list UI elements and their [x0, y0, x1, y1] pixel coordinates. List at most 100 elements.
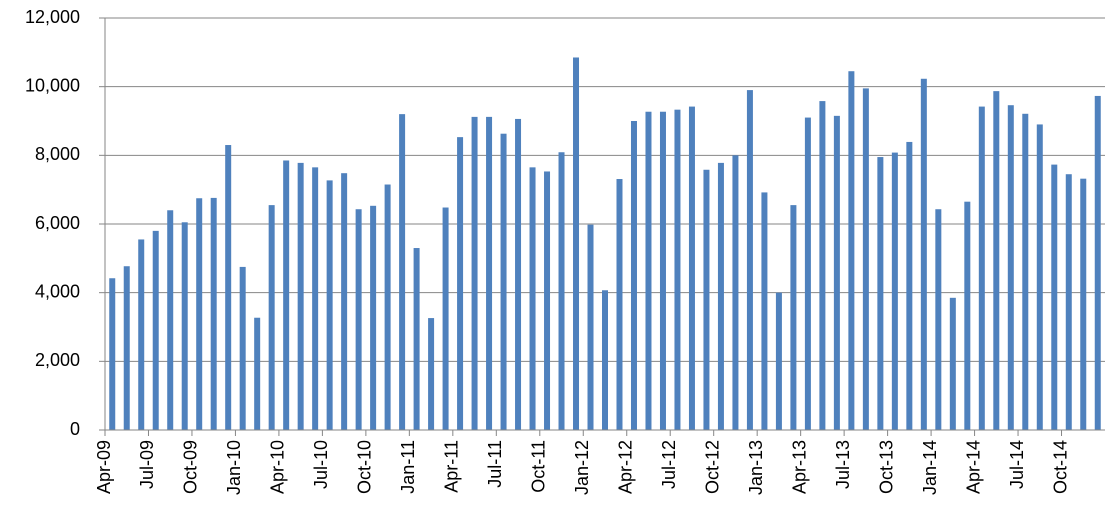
bar	[1094, 95, 1101, 430]
x-tick-label: Oct-12	[702, 440, 722, 494]
bar	[790, 205, 797, 430]
bar	[717, 162, 724, 431]
bar	[573, 57, 580, 430]
bar	[254, 317, 261, 430]
y-tick-label: 2,000	[35, 350, 80, 370]
bar	[341, 173, 348, 431]
bar	[819, 101, 826, 430]
bar	[283, 160, 290, 430]
bar	[1080, 178, 1087, 430]
y-tick-label: 12,000	[25, 7, 80, 27]
bar	[862, 88, 869, 430]
bar	[877, 157, 884, 431]
bar	[645, 111, 652, 430]
bar	[355, 209, 362, 430]
bar	[225, 145, 232, 431]
x-tick-label: Jan-14	[920, 440, 940, 495]
y-tick-label: 4,000	[35, 281, 80, 301]
x-tick-label: Oct-11	[529, 440, 549, 493]
x-tick-label: Jul-10	[311, 440, 331, 489]
x-tick-label: Jul-12	[659, 440, 679, 489]
bar	[587, 224, 594, 430]
bar	[1007, 105, 1014, 430]
bar	[891, 152, 898, 430]
bar	[370, 205, 377, 430]
bar	[1051, 164, 1058, 430]
bar	[196, 198, 203, 430]
x-tick-label: Oct-14	[1050, 440, 1070, 494]
x-tick-label: Jan-13	[746, 440, 766, 495]
y-tick-label: 0	[70, 419, 80, 439]
bar	[659, 111, 666, 430]
y-tick-label: 8,000	[35, 144, 80, 164]
x-tick-label: Oct-09	[181, 440, 201, 494]
bar	[442, 207, 449, 430]
bar	[906, 141, 913, 430]
bar	[804, 117, 811, 431]
bar	[500, 133, 507, 430]
x-tick-label: Apr-12	[615, 440, 635, 494]
bar	[457, 137, 464, 431]
bar	[688, 106, 695, 430]
x-tick-label: Apr-11	[442, 440, 462, 493]
x-tick-label: Apr-10	[268, 440, 288, 494]
bar	[732, 155, 739, 431]
bar	[1065, 174, 1072, 430]
bar	[833, 115, 840, 430]
bar	[993, 91, 1000, 430]
bar	[413, 248, 420, 430]
x-tick-label: Jan-12	[572, 440, 592, 495]
bar	[978, 106, 985, 430]
bar	[268, 205, 275, 430]
x-tick-label: Apr-09	[94, 440, 114, 494]
bar	[181, 222, 188, 430]
bar	[920, 78, 927, 431]
bar	[746, 90, 753, 430]
bar	[486, 116, 493, 430]
bar	[775, 292, 782, 430]
bar	[616, 179, 623, 430]
bar	[935, 209, 942, 430]
x-tick-label: Jul-14	[1007, 440, 1027, 489]
x-tick-label: Jul-09	[137, 440, 157, 489]
bar	[167, 210, 174, 430]
bar	[239, 266, 246, 430]
bar	[152, 230, 159, 430]
x-tick-label: Jul-11	[485, 440, 505, 488]
bar	[399, 114, 406, 430]
x-tick-label: Oct-13	[876, 440, 896, 494]
bar	[630, 121, 637, 430]
bar	[544, 171, 551, 430]
x-tick-label: Oct-10	[355, 440, 375, 494]
bar	[674, 109, 681, 431]
x-tick-label: Apr-14	[963, 440, 983, 494]
bar	[471, 116, 478, 430]
bar	[703, 169, 710, 430]
x-tick-label: Jan-10	[224, 440, 244, 495]
y-tick-label: 10,000	[25, 75, 80, 95]
bar	[964, 201, 971, 430]
x-tick-label: Jan-11	[398, 440, 418, 494]
bar	[949, 297, 956, 430]
bar	[1036, 124, 1043, 430]
bar	[428, 318, 435, 430]
bar	[602, 290, 608, 430]
bar	[210, 197, 217, 430]
bar	[384, 184, 391, 430]
bar	[761, 192, 768, 430]
bar	[138, 239, 145, 430]
bar	[123, 266, 130, 430]
bar	[326, 180, 333, 430]
bar	[529, 167, 536, 430]
bar	[558, 152, 565, 430]
x-tick-label: Apr-13	[789, 440, 809, 494]
bar	[1022, 113, 1029, 430]
bar	[515, 118, 522, 430]
x-tick-label: Jul-13	[833, 440, 853, 489]
bar	[297, 162, 304, 431]
bar	[848, 71, 855, 430]
bar	[312, 167, 319, 430]
bar	[109, 278, 116, 430]
y-tick-label: 6,000	[35, 213, 80, 233]
